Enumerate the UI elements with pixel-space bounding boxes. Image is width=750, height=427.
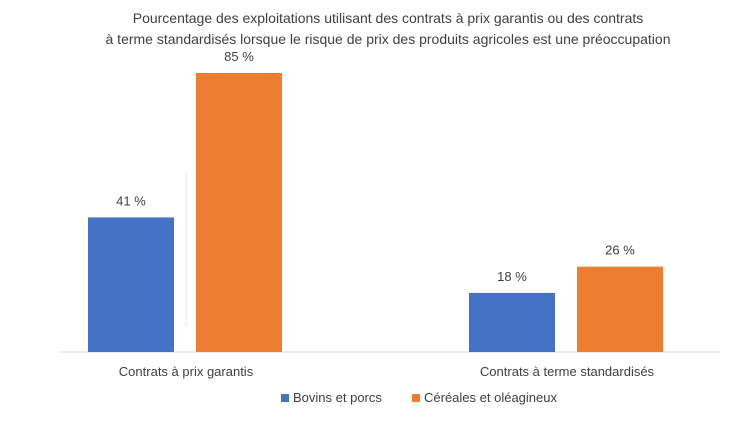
category-label-terme-standardises: Contrats à terme standardisés [480,364,655,379]
legend-swatch-cereales [412,394,420,402]
category-label-prix-garantis: Contrats à prix garantis [119,364,254,379]
data-label-cereales-prix-garantis: 85 % [224,49,254,64]
bar-bovins-terme-standardises [469,292,555,352]
data-label-bovins-terme-standardises: 18 % [497,269,527,284]
data-label-bovins-prix-garantis: 41 % [116,193,146,208]
chart-title-line-1: Pourcentage des exploitations utilisant … [133,10,644,26]
bars-layer: 41 % 18 % 85 % 26 % [88,49,663,352]
bar-bovins-prix-garantis [88,217,174,352]
data-label-cereales-terme-standardises: 26 % [605,243,635,258]
legend-label-cereales: Céréales et oléagineux [424,390,557,405]
legend-label-bovins: Bovins et porcs [293,390,382,405]
bar-cereales-prix-garantis [196,73,282,352]
bar-cereales-terme-standardises [577,266,663,352]
chart-title-line-2: à terme standardisés lorsque le risque d… [106,31,671,47]
legend: Bovins et porcs Céréales et oléagineux [281,390,557,405]
legend-swatch-bovins [281,394,289,402]
